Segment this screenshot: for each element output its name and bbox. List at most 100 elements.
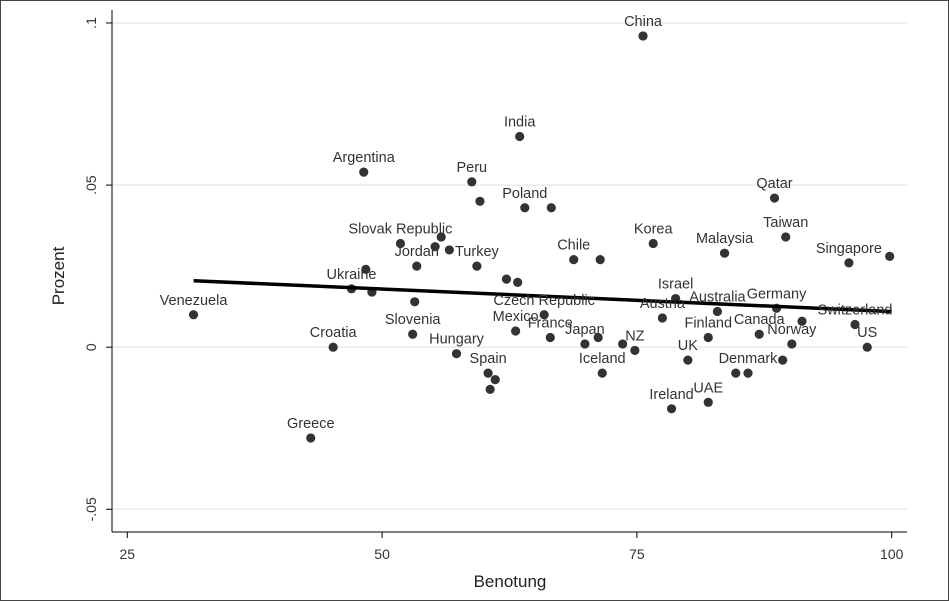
data-point — [359, 167, 369, 177]
point-label: Venezuela — [160, 293, 229, 309]
data-point — [657, 313, 667, 323]
y-ticks: -.05 0 .05 .1 — [83, 17, 112, 521]
x-tick-label: 50 — [374, 546, 390, 562]
data-point — [844, 258, 854, 268]
gridlines — [112, 22, 907, 511]
data-point — [515, 131, 525, 142]
point-label: Korea — [634, 221, 674, 237]
data-point — [467, 177, 477, 187]
data-point — [787, 339, 797, 349]
point-label: Switzerland — [818, 302, 893, 318]
data-point — [569, 255, 579, 265]
point-label: Germany — [747, 286, 807, 302]
data-point — [485, 384, 495, 394]
data-point — [850, 319, 860, 330]
point-label: Chile — [557, 238, 590, 254]
data-point — [430, 242, 440, 252]
point-label: Turkey — [455, 244, 500, 260]
data-point — [743, 368, 753, 378]
data-point — [778, 355, 788, 365]
point-label: Canada — [734, 312, 786, 328]
data-point — [683, 355, 693, 365]
data-point — [328, 342, 338, 352]
point-label: Austria — [640, 296, 686, 312]
y-tick-label: .05 — [83, 175, 99, 195]
point-label: Denmark — [719, 351, 779, 367]
data-point — [703, 397, 713, 407]
point-label: India — [504, 114, 536, 130]
x-axis-title: Benotung — [474, 572, 547, 591]
data-point — [520, 203, 530, 213]
data-point — [595, 255, 605, 265]
data-point — [638, 31, 648, 41]
data-point — [451, 349, 462, 359]
data-point — [395, 238, 406, 249]
x-tick-label: 25 — [119, 546, 135, 562]
data-point — [546, 203, 556, 213]
point-label: UAE — [693, 380, 723, 396]
point-label: Peru — [456, 160, 487, 176]
data-point — [501, 274, 512, 284]
data-point — [472, 261, 482, 271]
data-point — [618, 339, 628, 349]
data-point — [188, 310, 199, 320]
point-label: China — [624, 14, 663, 30]
data-point — [593, 332, 603, 343]
data-point — [545, 332, 555, 343]
y-tick-label: 0 — [83, 343, 99, 351]
y-tick-label: .1 — [83, 17, 99, 29]
data-point — [754, 329, 764, 339]
data-point — [781, 232, 791, 242]
data-point — [630, 345, 640, 356]
point-label: Japan — [565, 322, 605, 338]
point-label: Israel — [658, 277, 693, 293]
point-label: Hungary — [429, 332, 485, 348]
x-tick-label: 75 — [629, 546, 645, 562]
x-ticks: 25 50 75 100 — [119, 532, 904, 562]
data-point — [769, 193, 780, 203]
data-point — [885, 251, 895, 262]
data-point — [719, 248, 730, 258]
data-point — [410, 297, 420, 307]
point-label: Slovak Republic — [348, 221, 452, 237]
point-label: Singapore — [816, 241, 882, 257]
data-point — [862, 342, 872, 352]
point-label: US — [857, 325, 877, 341]
point-label: Qatar — [756, 176, 792, 192]
fit-line-group — [193, 278, 892, 314]
point-label: Greece — [287, 416, 335, 432]
data-points — [188, 31, 895, 443]
point-label: Iceland — [579, 351, 626, 367]
data-point — [597, 368, 607, 378]
point-label: Croatia — [310, 325, 358, 341]
data-point — [539, 310, 549, 320]
fit-line — [193, 278, 892, 314]
point-label: Taiwan — [763, 215, 808, 231]
data-point — [306, 433, 316, 443]
data-point — [648, 238, 658, 249]
point-label: Australia — [689, 290, 746, 306]
axes — [111, 10, 907, 533]
point-label: NZ — [625, 328, 644, 344]
point-label: Slovenia — [385, 312, 442, 328]
data-point — [412, 261, 422, 271]
data-point — [731, 368, 741, 378]
point-label: Ukraine — [327, 267, 377, 283]
point-label: France — [528, 315, 573, 331]
data-point — [408, 329, 418, 339]
point-label: Finland — [684, 315, 732, 331]
data-point — [511, 326, 521, 336]
point-label: Malaysia — [696, 231, 754, 247]
data-point — [483, 368, 493, 378]
x-tick-label: 100 — [880, 546, 904, 562]
point-label: Jordan — [395, 244, 439, 260]
data-point — [475, 196, 485, 206]
data-point — [580, 339, 590, 349]
data-point — [666, 404, 677, 414]
data-point — [513, 277, 523, 287]
y-axis-title: Prozent — [49, 246, 68, 305]
point-label: UK — [678, 338, 698, 354]
point-label: Czech Republic — [493, 293, 595, 309]
data-point — [361, 264, 371, 274]
